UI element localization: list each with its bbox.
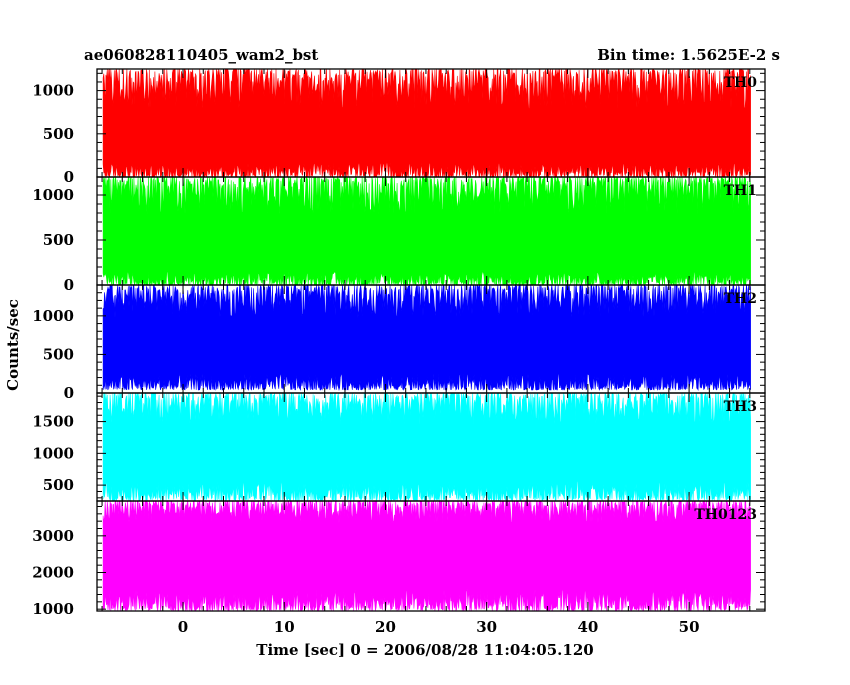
y-tick-label-th1: 0 (64, 276, 74, 294)
y-tick-label-th3: 500 (43, 476, 74, 494)
x-tick-label: 30 (476, 618, 497, 636)
y-tick-label-th0123: 2000 (32, 564, 74, 582)
series-label-th0: TH0 (724, 75, 758, 91)
series-th2-trace (102, 285, 751, 392)
label-layer: ae060828110405_wam2_bst Bin time: 1.5625… (4, 46, 780, 659)
y-tick-label-th2: 0 (64, 384, 74, 402)
y-tick-label-th0: 0 (64, 168, 74, 186)
series-label-th0123: TH0123 (694, 507, 757, 523)
series-th3-trace (102, 393, 751, 501)
y-axis-label: Counts/sec (4, 299, 22, 391)
y-tick-label-th2: 1000 (32, 307, 74, 325)
y-tick-label-th1: 1000 (32, 186, 74, 204)
y-tick-label-th3: 1500 (32, 413, 74, 431)
data-layer (102, 69, 751, 611)
x-tick-label: 40 (577, 618, 598, 636)
series-label-th3: TH3 (724, 399, 757, 415)
chart-subtitle: Bin time: 1.5625E-2 s (597, 46, 780, 64)
y-tick-label-th3: 1000 (32, 444, 74, 462)
chart-title: ae060828110405_wam2_bst (84, 46, 318, 64)
y-tick-label-th1: 500 (43, 231, 74, 249)
x-tick-label: 0 (178, 618, 188, 636)
y-tick-label-th0: 1000 (32, 82, 74, 100)
panel-frame-th0123 (96, 500, 766, 612)
y-tick-label-th0123: 1000 (32, 600, 74, 618)
series-label-th2: TH2 (724, 291, 757, 307)
x-axis-label: Time [sec] 0 = 2006/08/28 11:04:05.120 (256, 641, 593, 659)
series-th0-trace (102, 69, 751, 177)
x-tick-label: 20 (375, 618, 396, 636)
x-tick-label: 10 (274, 618, 295, 636)
x-tick-label: 50 (679, 618, 700, 636)
tick-layer: TH005001000TH105001000TH205001000TH35001… (32, 69, 765, 636)
y-tick-label-th2: 500 (43, 345, 74, 363)
y-tick-label-th0: 500 (43, 125, 74, 143)
series-th0123-trace (102, 501, 751, 611)
series-label-th1: TH1 (724, 183, 757, 199)
series-th1-trace (102, 177, 751, 285)
y-tick-label-th0123: 3000 (32, 527, 74, 545)
